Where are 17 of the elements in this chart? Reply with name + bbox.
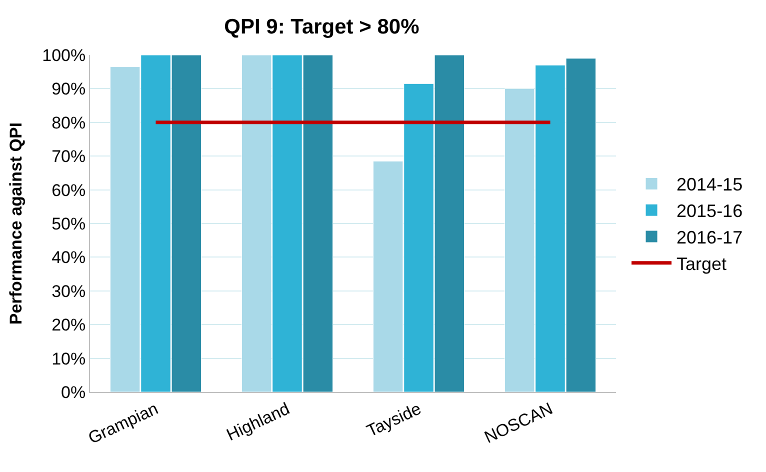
y-tick-label: 90%: [52, 80, 86, 99]
y-tick-label: 50%: [52, 214, 86, 234]
legend-label: 2016-17: [676, 228, 743, 248]
legend-label: 2015-16: [676, 201, 743, 222]
y-tick-label: 40%: [52, 248, 86, 268]
y-tick-label: 30%: [52, 282, 86, 301]
y-tick-label: 60%: [52, 180, 86, 200]
y-tick-label: 70%: [52, 147, 86, 166]
legend-label: 2014-15: [676, 174, 743, 195]
y-tick-label: 0%: [61, 382, 86, 402]
y-tick-label: 100%: [42, 46, 86, 65]
y-axis-title: Performance against QPI: [6, 122, 26, 325]
y-tick-label: 20%: [52, 316, 86, 335]
y-tick-label: 80%: [52, 113, 86, 132]
legend-label: Target: [676, 254, 727, 274]
chart-title: QPI 9: Target > 80%: [224, 16, 420, 39]
y-tick-label: 10%: [52, 349, 86, 368]
